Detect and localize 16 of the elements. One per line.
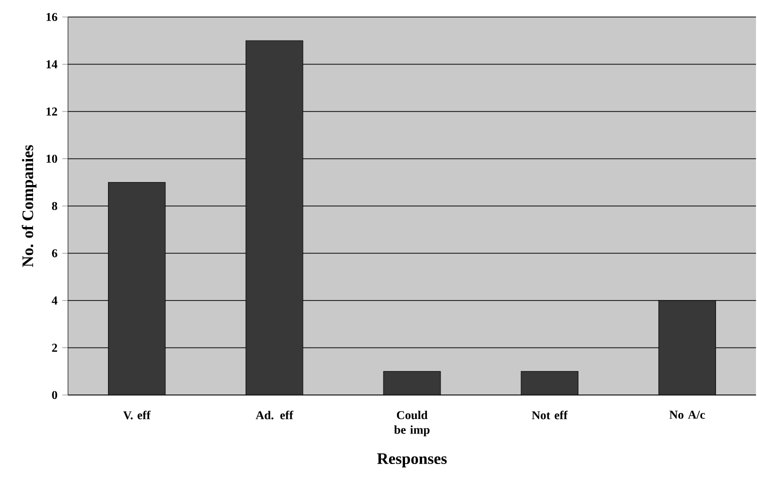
y-tick-label: 14 — [46, 60, 58, 68]
x-tick-label: No A/c — [669, 410, 705, 419]
y-tick-label: 10 — [46, 154, 58, 163]
y-tick-label: 4 — [52, 296, 58, 304]
x-axis-title: Responses — [377, 453, 447, 468]
y-tick-label: 12 — [46, 108, 58, 116]
y-tick-label: 0 — [52, 390, 58, 400]
x-tick-label: Ad. eff — [256, 410, 294, 420]
x-tick-label: V. eff — [123, 410, 151, 420]
y-tick-label: 16 — [46, 12, 58, 22]
y-axis-title: No. of Companies — [22, 145, 36, 268]
x-tick-label: Not eff — [532, 410, 568, 420]
y-tick-label: 8 — [52, 202, 58, 210]
y-tick-label: 6 — [52, 249, 58, 258]
x-tick-label: Could be imp — [394, 410, 430, 436]
y-tick-label: 2 — [52, 344, 58, 352]
